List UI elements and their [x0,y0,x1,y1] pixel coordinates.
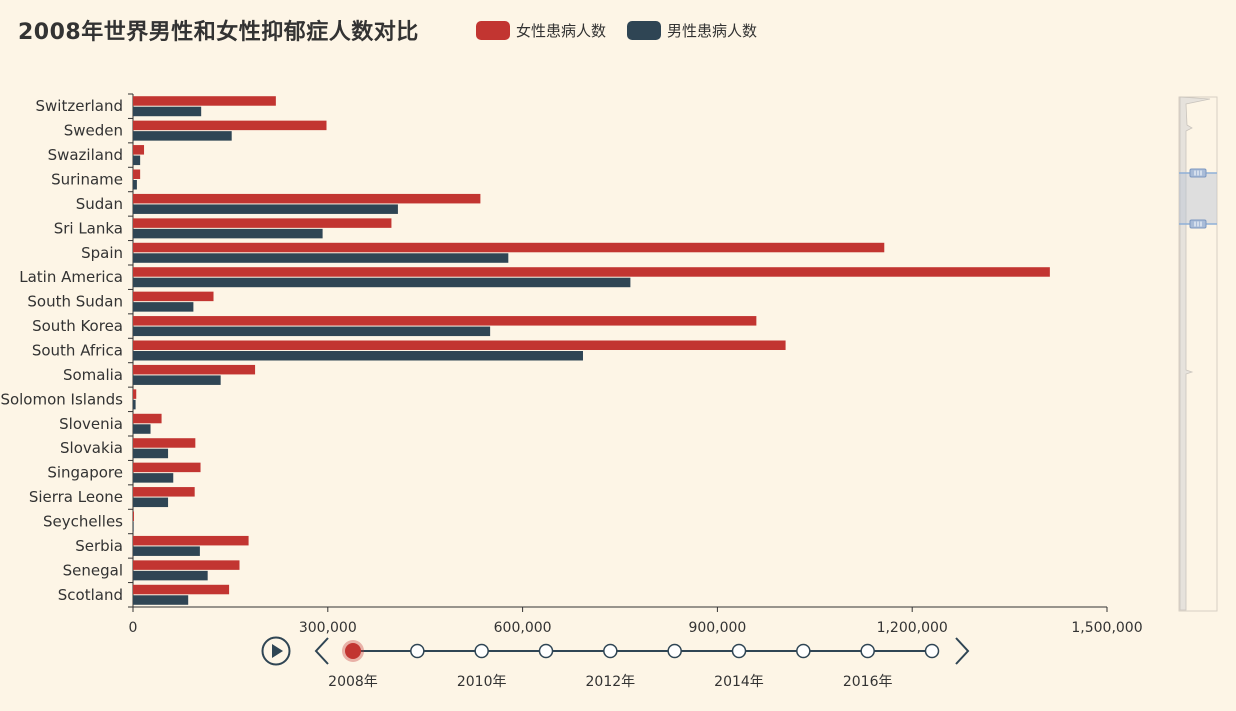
bar-female[interactable] [133,365,255,375]
bar-female[interactable] [133,292,214,302]
bar-male[interactable] [133,180,137,190]
zoom-window[interactable] [1179,173,1217,224]
y-tick-label: Slovenia [59,415,123,433]
bar-female[interactable] [133,243,884,253]
plot-area: Switzerland Sweden Swaziland Suriname Sudan S… [0,94,1142,636]
bar-male[interactable] [133,400,136,410]
x-tick-label: 0 [129,620,138,636]
bar-male[interactable] [133,131,232,141]
y-tick-label: South Korea [32,317,123,335]
y-tick-label: Sweden [64,122,123,140]
bar-female[interactable] [133,389,136,399]
zoom-handle-top[interactable] [1190,169,1206,177]
x-tick-label: 1,500,000 [1071,620,1142,636]
bar-male[interactable] [133,571,208,581]
timeline-point[interactable] [540,645,553,658]
bar-female[interactable] [133,121,327,130]
bar-female[interactable] [133,194,480,204]
timeline-active-point[interactable] [345,643,361,659]
prev-chevron-icon[interactable] [316,638,328,664]
bar-male[interactable] [133,204,398,214]
y-tick-label: South Sudan [27,293,123,311]
timeline-point[interactable] [668,645,681,658]
timeline-label: 2016年 [843,674,893,690]
bar-male[interactable] [133,302,193,312]
bar-female[interactable] [133,560,239,570]
bar-male[interactable] [133,546,200,556]
y-tick-label: Suriname [51,171,123,189]
bar-male[interactable] [133,229,323,239]
data-zoom-slider[interactable] [1179,97,1217,611]
x-tick-label: 300,000 [299,620,357,636]
next-chevron-icon[interactable] [956,638,968,664]
x-tick-label: 900,000 [688,620,746,636]
bar-female[interactable] [133,512,134,522]
y-tick-label: Scotland [58,586,123,604]
bar-female[interactable] [133,414,162,424]
timeline-label: 2014年 [714,674,764,690]
timeline-label: 2010年 [457,674,507,690]
y-tick-label: Seychelles [43,513,123,531]
bar-female[interactable] [133,463,201,473]
y-tick-label: Serbia [75,537,123,555]
bar-female[interactable] [133,218,391,228]
bar-female[interactable] [133,487,195,497]
bar-male[interactable] [133,522,134,532]
zoom-handle-bottom[interactable] [1190,220,1206,228]
bar-female[interactable] [133,267,1050,277]
y-tick-label: South Africa [32,342,123,360]
timeline: 2008年 2010年 2012年 2014年 2016年 [263,638,969,691]
y-tick-label: Sri Lanka [54,219,123,237]
timeline-point[interactable] [797,645,810,658]
y-tick-label: Sierra Leone [29,488,123,506]
x-tick-label: 1,200,000 [877,620,948,636]
timeline-label: 2008年 [328,674,378,690]
bar-male[interactable] [133,595,188,605]
bar-male[interactable] [133,351,583,361]
x-tick-label: 600,000 [494,620,552,636]
bar-female[interactable] [133,316,756,326]
bar-male[interactable] [133,375,221,385]
timeline-point[interactable] [733,645,746,658]
timeline-point[interactable] [861,645,874,658]
bar-male[interactable] [133,107,201,117]
y-tick-label: Senegal [63,561,123,579]
y-tick-label: Switzerland [36,97,124,115]
play-icon [272,644,283,658]
y-tick-label: Somalia [63,366,123,384]
bar-female[interactable] [133,170,140,180]
bar-female[interactable] [133,145,144,155]
timeline-point[interactable] [411,645,424,658]
bar-female[interactable] [133,341,786,351]
play-button[interactable] [263,638,290,665]
y-tick-label: Singapore [47,464,123,482]
y-tick-label: Solomon Islands [0,390,123,408]
bar-male[interactable] [133,253,508,262]
bar-male[interactable] [133,327,490,337]
bar-male[interactable] [133,156,140,166]
y-tick-label: Latin America [19,268,123,286]
timeline-label: 2012年 [586,674,636,690]
bar-female[interactable] [133,585,229,595]
bar-male[interactable] [133,278,630,288]
bar-male[interactable] [133,473,173,483]
y-tick-label: Sudan [76,195,123,213]
y-tick-label: Slovakia [60,439,123,457]
y-tick-label: Swaziland [48,146,123,164]
bar-male[interactable] [133,449,168,459]
bar-female[interactable] [133,438,195,448]
timeline-point[interactable] [604,645,617,658]
bar-female[interactable] [133,96,276,106]
bar-female[interactable] [133,536,249,546]
timeline-point[interactable] [926,645,939,658]
bar-male[interactable] [133,498,168,508]
bar-male[interactable] [133,424,151,434]
timeline-point[interactable] [475,645,488,658]
y-tick-label: Spain [81,244,123,262]
